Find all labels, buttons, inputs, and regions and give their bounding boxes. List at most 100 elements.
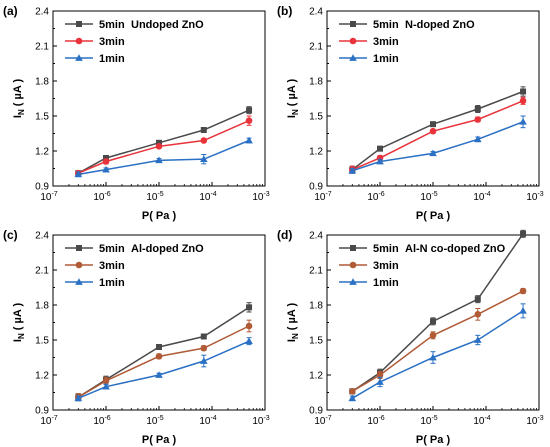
legend-label: 3min (373, 260, 399, 272)
data-point (429, 332, 437, 339)
y-tick-label: 0.9 (309, 406, 323, 417)
x-axis-label: P( Pa ) (416, 210, 451, 222)
legend-label: 3min (99, 36, 125, 48)
data-point (474, 116, 482, 123)
legend-label: 5min (99, 243, 125, 255)
x-tick-label: 10-6 (367, 191, 384, 203)
y-tick-label: 1.2 (309, 371, 323, 382)
data-point (520, 230, 527, 237)
chart-panel: (a) 0.9 1.2 1.5 1.8 2.1 2.4 10-7 10-6 10-5 10-4 10-… (3, 4, 270, 222)
data-point (429, 353, 437, 361)
data-point (246, 304, 253, 311)
x-tick-label: 10-3 (526, 191, 543, 203)
series-line (77, 119, 250, 174)
data-point (429, 149, 437, 157)
chart-title: Al-N co-doped ZnO (405, 243, 506, 255)
chart-title: Undoped ZnO (131, 19, 204, 31)
data-point (348, 388, 356, 395)
x-tick-label: 10-4 (199, 191, 216, 203)
series-line (351, 233, 524, 392)
legend-label: 1min (373, 53, 399, 65)
y-axis-label: IN ( µA ) (286, 79, 300, 119)
data-point (520, 88, 527, 95)
y-tick-label: 2.1 (35, 42, 49, 53)
data-point (74, 394, 83, 402)
y-tick-label: 1.8 (309, 77, 323, 88)
data-point (376, 371, 384, 379)
legend-marker (75, 261, 83, 269)
data-point (102, 158, 110, 165)
legend-label: 5min (373, 19, 399, 31)
data-point (376, 157, 384, 165)
chart-title: Al-doped ZnO (131, 243, 204, 255)
legend-label: 3min (99, 260, 125, 272)
data-point (245, 117, 253, 124)
x-tick-label: 10-4 (473, 191, 490, 203)
legend-label: 3min (373, 36, 399, 48)
data-point (155, 156, 163, 164)
x-tick-label: 10-5 (420, 415, 437, 427)
data-point (155, 353, 163, 360)
y-tick-label: 0.9 (35, 182, 49, 193)
x-tick-label: 10-7 (314, 415, 331, 427)
plot-frame (326, 10, 540, 187)
legend-marker (75, 54, 83, 61)
legend-label: 1min (99, 277, 125, 289)
x-tick-label: 10-3 (252, 415, 269, 427)
series-line (77, 340, 250, 400)
y-tick-label: 1.5 (309, 336, 323, 347)
y-tick-label: 1.2 (35, 371, 49, 382)
data-point (474, 296, 481, 303)
data-point (103, 155, 109, 161)
y-tick-label: 0.9 (309, 182, 323, 193)
legend-label: 5min (373, 243, 399, 255)
data-point (429, 127, 437, 135)
legend-label: 5min (99, 19, 125, 31)
panel-label: (c) (3, 228, 18, 242)
x-tick-label: 10-4 (473, 415, 490, 427)
legend-marker (349, 261, 357, 269)
data-point (519, 97, 527, 105)
y-tick-label: 2.4 (35, 7, 49, 18)
x-tick-label: 10-4 (199, 415, 216, 427)
y-tick-label: 1.8 (309, 301, 323, 312)
data-point (102, 165, 110, 173)
data-point (377, 145, 383, 152)
x-tick-label: 10-3 (252, 191, 269, 203)
legend-marker (350, 21, 356, 27)
y-tick-label: 1.5 (35, 112, 49, 123)
data-point (519, 307, 527, 314)
x-axis-label: P( Pa ) (416, 434, 451, 446)
data-point (155, 143, 163, 150)
y-tick-label: 2.4 (35, 231, 49, 242)
data-point (156, 344, 162, 350)
x-tick-label: 10-6 (93, 191, 110, 203)
y-tick-label: 1.8 (35, 301, 49, 312)
data-point (473, 135, 482, 143)
data-point (430, 318, 436, 325)
data-point (102, 382, 110, 390)
data-point (199, 155, 208, 163)
x-axis-label: P( Pa ) (142, 210, 177, 222)
x-tick-label: 10-6 (93, 415, 110, 427)
data-point (348, 394, 357, 402)
x-tick-label: 10-7 (40, 191, 57, 203)
x-tick-label: 10-7 (314, 191, 331, 203)
chart-panel: (c) 0.9 1.2 1.5 1.8 2.1 2.4 10-7 10-6 10-5 10-4 10-… (3, 228, 270, 446)
y-axis-label: IN ( µA ) (286, 303, 300, 343)
data-point (200, 127, 207, 133)
legend-marker (350, 245, 356, 251)
y-tick-label: 2.1 (309, 266, 323, 277)
data-point (519, 118, 527, 125)
data-point (246, 107, 253, 114)
data-point (430, 121, 436, 128)
y-tick-label: 1.2 (309, 147, 323, 158)
y-tick-label: 0.9 (35, 406, 49, 417)
x-tick-label: 10-5 (420, 191, 437, 203)
y-tick-label: 1.5 (309, 112, 323, 123)
y-tick-label: 2.1 (309, 42, 323, 53)
chart-title: N-doped ZnO (405, 19, 475, 31)
data-point (473, 336, 482, 343)
data-point (474, 106, 481, 112)
panel-label: (d) (277, 228, 292, 242)
